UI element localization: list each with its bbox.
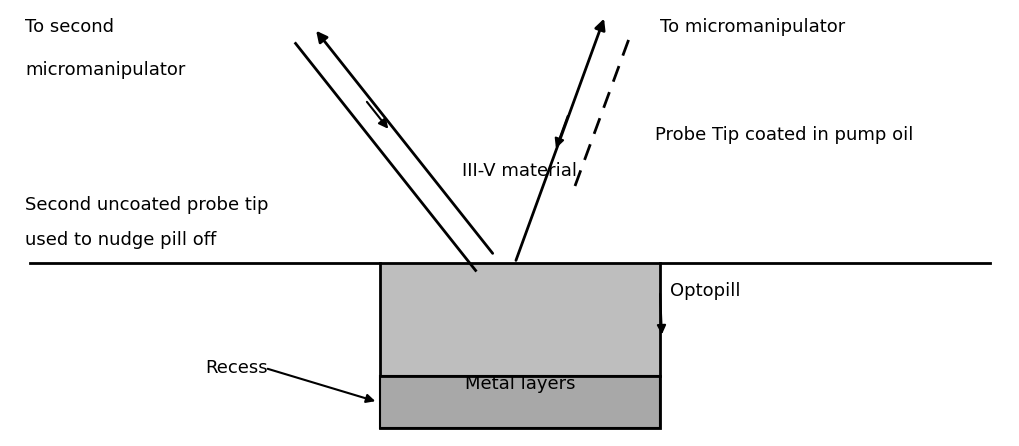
Text: Optopill: Optopill bbox=[669, 282, 740, 300]
Bar bbox=[380, 263, 659, 428]
Text: Second uncoated probe tip: Second uncoated probe tip bbox=[25, 196, 268, 214]
Text: To micromanipulator: To micromanipulator bbox=[659, 18, 845, 36]
Bar bbox=[380, 376, 659, 428]
Text: To second: To second bbox=[25, 18, 114, 36]
Text: Recess: Recess bbox=[205, 359, 267, 377]
Text: III-V material: III-V material bbox=[462, 162, 577, 180]
Text: Probe Tip coated in pump oil: Probe Tip coated in pump oil bbox=[654, 126, 912, 144]
Text: micromanipulator: micromanipulator bbox=[25, 61, 185, 79]
Text: Metal layers: Metal layers bbox=[465, 375, 575, 393]
Text: used to nudge pill off: used to nudge pill off bbox=[25, 231, 216, 249]
